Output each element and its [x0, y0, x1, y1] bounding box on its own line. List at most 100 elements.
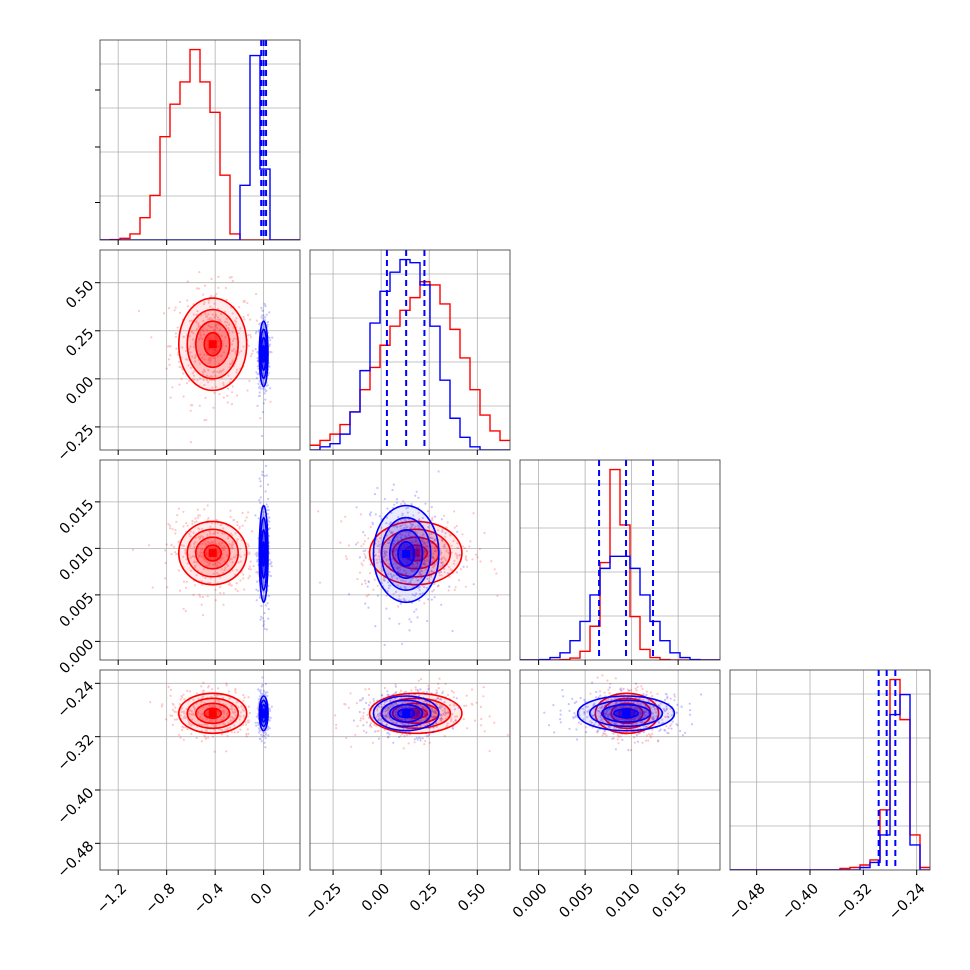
scatter-point	[433, 515, 437, 518]
scatter-point	[192, 531, 195, 534]
scatter-point	[669, 697, 672, 700]
scatter-point	[226, 401, 229, 404]
scatter-point	[261, 731, 265, 734]
scatter-point	[631, 717, 634, 720]
scatter-point	[262, 381, 266, 384]
scatter-point	[428, 741, 431, 744]
scatter-point	[354, 543, 358, 546]
scatter-point	[216, 327, 219, 330]
scatter-point	[652, 716, 655, 719]
scatter-point	[362, 711, 365, 714]
scatter-point	[202, 319, 205, 322]
scatter-point	[400, 524, 403, 527]
scatter-point	[364, 549, 367, 552]
scatter-point	[394, 548, 397, 551]
scatter-point	[401, 718, 404, 722]
scatter-point	[208, 530, 211, 533]
scatter-point	[265, 313, 268, 316]
scatter-point	[597, 723, 601, 727]
scatter-point	[418, 586, 421, 589]
scatter-point	[179, 698, 182, 701]
scatter-point	[614, 702, 617, 706]
scatter-point	[161, 703, 164, 706]
scatter-point	[370, 715, 373, 718]
density-peak-1	[402, 709, 411, 718]
scatter-point	[432, 716, 435, 719]
scatter-point	[169, 688, 172, 692]
scatter-point	[437, 470, 440, 473]
scatter-point	[602, 724, 605, 727]
scatter-point	[422, 562, 425, 565]
scatter-point	[392, 563, 395, 566]
scatter-point	[394, 697, 397, 700]
scatter-point	[244, 519, 247, 522]
scatter-point	[375, 724, 378, 727]
scatter-point	[645, 734, 649, 737]
scatter-point	[263, 474, 266, 478]
scatter-point	[182, 510, 185, 513]
scatter-point	[441, 692, 444, 695]
scatter-point	[412, 514, 415, 517]
scatter-point	[257, 386, 261, 389]
scatter-point	[264, 305, 267, 308]
scatter-point	[417, 697, 420, 701]
scatter-point	[444, 559, 447, 562]
scatter-point	[605, 713, 608, 716]
scatter-point	[232, 519, 235, 522]
scatter-point	[178, 703, 181, 706]
scatter-point	[349, 692, 352, 695]
scatter-point	[228, 366, 231, 369]
scatter-point	[225, 682, 228, 685]
scatter-point	[262, 596, 265, 599]
scatter-point	[584, 726, 588, 729]
scatter-point	[621, 738, 624, 742]
scatter-point	[638, 697, 642, 700]
scatter-point	[193, 542, 196, 546]
scatter-point	[596, 729, 600, 732]
scatter-point	[339, 541, 342, 544]
scatter-point	[249, 318, 252, 321]
scatter-point	[204, 396, 207, 399]
scatter-point	[595, 690, 598, 694]
scatter-point	[169, 396, 172, 399]
scatter-point	[665, 709, 668, 712]
scatter-point	[403, 599, 406, 602]
scatter-point	[416, 708, 419, 712]
scatter-point	[406, 506, 409, 509]
scatter-point	[666, 715, 669, 718]
scatter-point	[218, 542, 221, 545]
scatter-point	[188, 319, 191, 323]
scatter-point	[615, 723, 618, 726]
scatter-point	[182, 710, 186, 713]
scatter-point	[627, 748, 630, 752]
panel-frame-1-0	[99, 249, 301, 451]
scatter-point	[417, 586, 420, 590]
scatter-point	[616, 734, 620, 737]
scatter-point	[408, 518, 411, 521]
scatter-point	[385, 723, 388, 726]
scatter-point	[400, 573, 403, 576]
scatter-point	[623, 700, 627, 703]
scatter-point	[383, 643, 386, 647]
scatter-point	[185, 716, 188, 719]
scatter-point	[260, 685, 263, 688]
scatter-point	[430, 563, 433, 566]
scatter-point	[234, 349, 238, 353]
scatter-point	[207, 381, 210, 384]
scatter-point	[190, 718, 194, 721]
scatter-point	[209, 719, 212, 722]
scatter-point	[191, 355, 194, 358]
scatter-point	[174, 710, 177, 713]
scatter-point	[401, 733, 404, 736]
scatter-point	[192, 712, 195, 715]
scatter-point	[410, 569, 413, 572]
scatter-point	[453, 715, 457, 718]
scatter-point	[248, 552, 251, 556]
scatter-point	[261, 526, 265, 529]
scatter-point	[411, 701, 415, 704]
scatter-point	[573, 701, 576, 705]
scatter-point	[364, 582, 367, 585]
scatter-point	[585, 731, 588, 734]
scatter-point	[184, 358, 187, 361]
scatter-point	[391, 531, 394, 534]
